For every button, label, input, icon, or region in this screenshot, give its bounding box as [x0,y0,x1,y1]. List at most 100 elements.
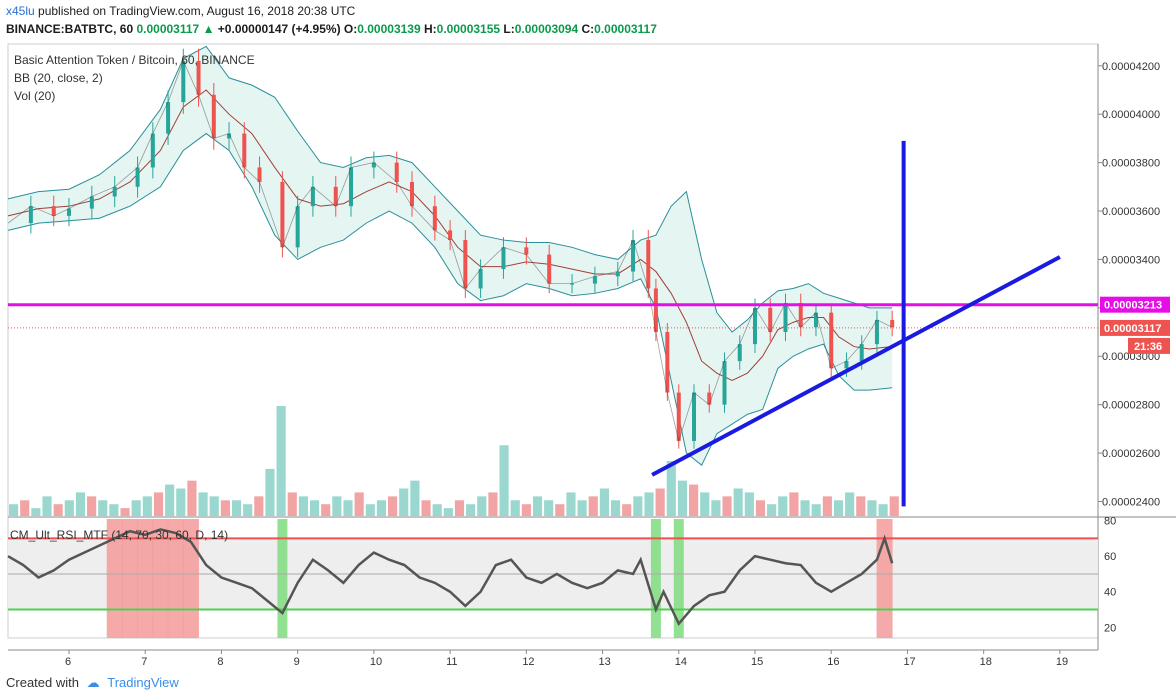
price-badge: 0.00003117 [1104,323,1162,335]
candle-body [665,332,670,393]
y-tick-label: 0.00003600 [1102,206,1160,218]
volume-bar [856,496,866,516]
y-tick-label: 0.00002800 [1102,400,1160,412]
high-label: H: [424,22,437,36]
price-badge-bg [1100,319,1170,336]
volume-bar [744,492,754,516]
countdown-badge-bg [1128,337,1170,354]
publish-line: x45lu published on TradingView.com, Augu… [6,4,355,18]
close-label: C: [581,22,595,36]
candle-body [813,312,818,328]
volume-bar [243,504,253,516]
x-tick-label: 13 [599,656,611,668]
high-value: 0.00003155 [436,22,501,36]
tradingview-brand-link[interactable]: TradingView [107,675,179,690]
x-tick-label: 7 [141,656,147,668]
candle-body [181,60,186,103]
volume-bar [287,492,297,516]
candle-body [570,283,575,285]
volume-bar [187,480,197,516]
bollinger-fill [8,46,893,466]
candle-body [646,240,651,289]
candle-body [257,167,262,182]
volume-bar [889,496,899,516]
volume-bar [878,504,888,516]
x-tick-label: 16 [827,656,839,668]
ohlc-line: BINANCE:BATBTC, 60 0.00003117 ▲ +0.00000… [6,22,657,36]
rsi-overbought-highlight [167,519,184,638]
candle-body [676,392,681,441]
candle-body [394,162,399,182]
candle-body [463,240,468,289]
volume-bar [198,492,208,516]
volume-bar [532,496,543,516]
x-tick-label: 19 [1056,656,1068,668]
rsi-legend[interactable]: CM_Ult_RSI_MTF (14, 70, 30, 60, D, 14) [10,528,229,542]
volume-bar [633,496,643,516]
candle-body [242,133,247,168]
candle-body [51,206,56,216]
bb-legend[interactable]: BB (20, close, 2) [14,71,103,85]
candle-body [547,254,552,284]
candle-body [653,288,658,333]
x-tick-label: 10 [370,656,382,668]
candle-body [874,319,879,345]
candle-body [432,206,437,231]
rsi-overbought-highlight [106,519,123,638]
vol-legend[interactable]: Vol (20) [14,89,56,103]
volume-bar [845,492,855,516]
volume-bar [588,496,598,516]
volume-bar [644,492,654,516]
candle-body [798,302,803,328]
volume-bar [477,496,487,516]
volume-bar [466,504,476,516]
rsi-tick-label: 20 [1104,622,1116,634]
volume-bar [265,468,275,516]
candle-body [768,307,773,333]
candle-body [737,344,742,362]
candle-body [783,302,788,333]
published-text: published on TradingView.com, August 16,… [38,4,356,18]
created-with-text: Created with [6,675,79,690]
volume-bar [833,500,844,516]
volume-bar [811,504,821,516]
volume-bar [577,500,587,516]
open-value: 0.00003139 [357,22,421,36]
y-tick-label: 0.00003000 [1102,351,1160,363]
volume-bar [789,492,799,516]
volume-bar [332,496,342,516]
candle-body [89,196,94,209]
volume-bar [388,496,398,516]
y-tick-label: 0.00004200 [1102,61,1160,73]
candle-body [166,102,171,134]
candle-body [859,344,864,362]
volume-bar [254,496,264,516]
candle-body [227,133,232,139]
candle-body [196,60,201,95]
volume-bar [153,492,164,516]
rsi-tick-label: 80 [1104,516,1116,528]
low-label: L: [503,22,515,36]
volume-bar [209,496,219,516]
volume-bar [42,496,52,516]
author-link[interactable]: x45lu [6,4,35,18]
candle-body [280,181,285,248]
volume-bar [454,500,465,516]
y-tick-label: 0.00003400 [1102,254,1160,266]
x-tick-label: 14 [675,656,687,668]
candle-body [501,247,506,270]
volume-bar [655,488,665,516]
chart-title-legend[interactable]: Basic Attention Token / Bitcoin, 60, BIN… [14,53,255,67]
x-tick-label: 9 [294,656,300,668]
volume-bar [120,508,130,516]
candle-body [333,186,338,207]
volume-bar [677,480,688,516]
candle-body [371,162,376,168]
volume-bar [109,504,119,516]
volume-bar [98,500,108,516]
y-tick-label: 0.00002600 [1102,448,1160,460]
volume-bar [432,504,442,516]
candle-body [478,269,483,289]
x-tick-label: 11 [446,656,457,668]
